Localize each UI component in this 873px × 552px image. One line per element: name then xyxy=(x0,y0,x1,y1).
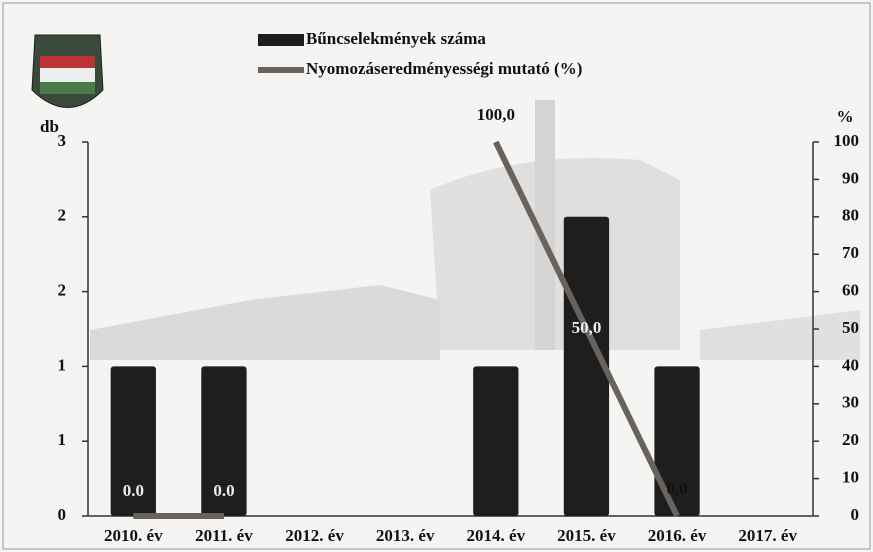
y2-tick-label: 20 xyxy=(842,430,859,449)
y2-tick-label: 50 xyxy=(842,318,859,337)
x-tick-label: 2011. év xyxy=(195,526,253,545)
y2-tick-label: 40 xyxy=(842,355,859,374)
value-label: 0.0 xyxy=(123,481,144,500)
y-tick-label: 1 xyxy=(58,430,67,449)
legend-label: Bűncselekmények száma xyxy=(306,29,486,48)
x-tick-label: 2016. év xyxy=(648,526,707,545)
y2-tick-label: 30 xyxy=(842,393,859,412)
value-label: 0,0 xyxy=(666,479,687,498)
y2-tick-label: 100 xyxy=(834,131,860,150)
x-tick-label: 2015. év xyxy=(557,526,616,545)
x-tick-label: 2014. év xyxy=(467,526,526,545)
y2-tick-label: 70 xyxy=(842,243,859,262)
y2-tick-label: 60 xyxy=(842,281,859,300)
y-tick-label: 0 xyxy=(58,505,67,524)
value-label: 50,0 xyxy=(572,318,602,337)
y-tick-label: 3 xyxy=(58,131,67,150)
x-tick-label: 2010. év xyxy=(104,526,163,545)
y-axis-label: db xyxy=(40,117,59,136)
x-tick-label: 2013. év xyxy=(376,526,435,545)
y2-tick-label: 10 xyxy=(842,468,859,487)
value-label: 0.0 xyxy=(213,481,234,500)
legend-swatch xyxy=(258,34,304,46)
y2-axis-label: % xyxy=(837,107,854,126)
bar xyxy=(473,366,518,516)
y-tick-label: 2 xyxy=(58,281,67,300)
y2-tick-label: 0 xyxy=(851,505,860,524)
y2-tick-label: 90 xyxy=(842,168,859,187)
y-tick-label: 1 xyxy=(58,355,67,374)
x-tick-label: 2012. év xyxy=(285,526,344,545)
x-tick-label: 2017. év xyxy=(738,526,797,545)
legend-label: Nyomozáseredményességi mutató (%) xyxy=(306,59,582,78)
chart: db % 01122301020304050607080901002010. é… xyxy=(0,0,873,552)
y-tick-label: 2 xyxy=(58,206,67,225)
police-badge xyxy=(32,35,103,108)
value-label: 100,0 xyxy=(477,105,515,124)
y2-tick-label: 80 xyxy=(842,206,859,225)
